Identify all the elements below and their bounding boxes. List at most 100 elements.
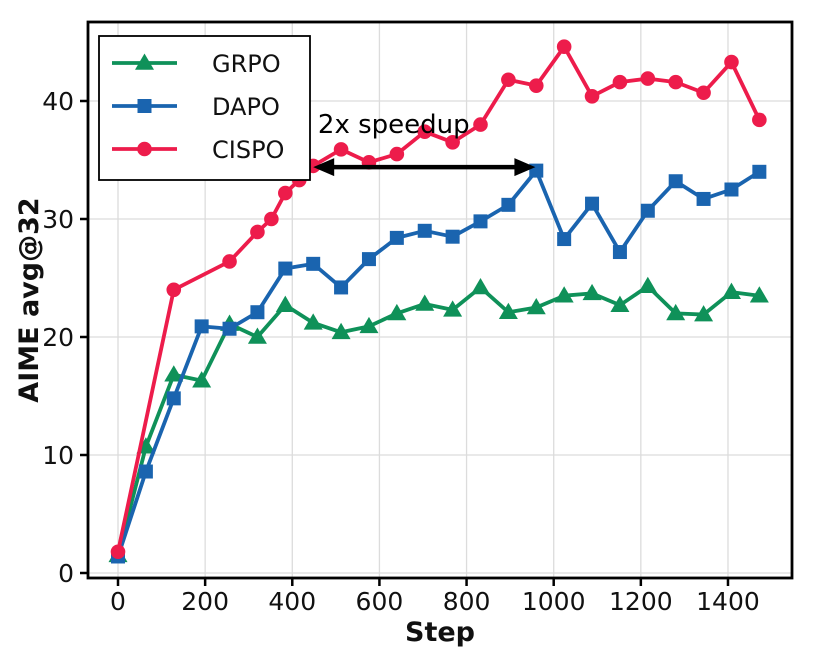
data-point-triangle bbox=[498, 302, 518, 320]
data-point-triangle bbox=[135, 53, 154, 70]
data-point-circle bbox=[528, 78, 544, 93]
data-point-triangle bbox=[749, 286, 769, 303]
data-point-triangle bbox=[331, 322, 351, 340]
data-point-triangle bbox=[275, 295, 295, 312]
data-point-circle bbox=[640, 71, 656, 86]
data-point-square bbox=[222, 321, 237, 336]
data-point-triangle bbox=[247, 327, 267, 344]
data-point-square bbox=[138, 464, 153, 479]
y-tick-label: 40 bbox=[42, 87, 74, 116]
y-tick-label: 30 bbox=[42, 205, 74, 234]
data-point-circle bbox=[584, 88, 600, 104]
y-tick-label: 20 bbox=[42, 323, 74, 352]
data-point-square bbox=[194, 319, 209, 334]
x-tick-label: 600 bbox=[356, 587, 404, 616]
y-tick-label: 10 bbox=[42, 441, 74, 470]
data-point-circle bbox=[696, 85, 711, 101]
axes: 0 200 400 600 800 1000 1200 1400 0 10 20 30 40 bbox=[42, 87, 760, 616]
data-point-triangle bbox=[359, 316, 379, 334]
data-point-square bbox=[612, 245, 627, 260]
x-tick-label: 1400 bbox=[696, 587, 760, 616]
data-point-circle bbox=[473, 117, 488, 132]
data-point-circle bbox=[222, 254, 237, 269]
data-point-triangle bbox=[526, 298, 546, 315]
data-point-square bbox=[334, 280, 349, 295]
data-point-triangle bbox=[582, 283, 602, 301]
legend-item-grpo: GRPO bbox=[112, 50, 281, 78]
data-point-triangle bbox=[415, 294, 435, 311]
data-point-circle bbox=[724, 54, 739, 70]
legend-label: GRPO bbox=[212, 50, 281, 78]
data-point-square bbox=[166, 391, 181, 406]
data-point-square bbox=[696, 191, 711, 206]
plot-border bbox=[86, 20, 794, 580]
legend-item-cispo: CISPO bbox=[112, 136, 284, 164]
data-point-square bbox=[250, 305, 265, 320]
data-point-triangle bbox=[303, 313, 323, 330]
data-point-circle bbox=[278, 185, 293, 201]
data-point-square bbox=[557, 232, 572, 247]
data-point-triangle bbox=[471, 277, 491, 295]
data-point-circle bbox=[250, 224, 265, 240]
data-point-circle bbox=[556, 39, 572, 55]
data-point-circle bbox=[445, 135, 460, 150]
x-tick-label: 1000 bbox=[522, 587, 586, 616]
legend-label: CISPO bbox=[212, 136, 284, 164]
data-point-square bbox=[306, 256, 321, 271]
data-point-circle bbox=[137, 141, 152, 157]
data-point-square bbox=[137, 99, 152, 113]
y-tick-label: 0 bbox=[58, 559, 74, 588]
data-point-triangle bbox=[638, 276, 658, 294]
legend-box bbox=[98, 35, 311, 181]
data-point-square bbox=[668, 174, 683, 189]
data-point-triangle bbox=[443, 300, 463, 317]
legend: GRPO DAPO CISPO bbox=[98, 35, 311, 181]
data-point-circle bbox=[264, 211, 279, 227]
data-point-circle bbox=[166, 282, 182, 298]
data-point-square bbox=[445, 229, 460, 244]
data-point-circle bbox=[612, 74, 628, 90]
series-cispo bbox=[110, 39, 767, 560]
data-point-triangle bbox=[721, 282, 741, 299]
data-point-square bbox=[417, 223, 432, 238]
data-point-square bbox=[473, 214, 488, 229]
data-point-circle bbox=[668, 74, 683, 90]
data-point-square bbox=[501, 197, 516, 212]
speedup-label: 2x speedup bbox=[318, 110, 470, 140]
data-point-square bbox=[361, 252, 376, 267]
data-point-square bbox=[389, 230, 404, 245]
data-point-triangle bbox=[694, 305, 714, 322]
data-point-triangle bbox=[666, 303, 686, 321]
x-tick-label: 800 bbox=[443, 587, 491, 616]
data-point-circle bbox=[501, 72, 516, 88]
data-point-circle bbox=[110, 544, 126, 560]
legend-label: DAPO bbox=[212, 93, 280, 121]
speedup-arrow-left-head bbox=[313, 158, 335, 177]
x-tick-label: 1200 bbox=[609, 587, 673, 616]
speedup-annotation: 2x speedup bbox=[313, 110, 536, 177]
data-point-circle bbox=[417, 124, 433, 139]
data-point-triangle bbox=[164, 365, 184, 382]
speedup-arrow-right-head bbox=[514, 158, 536, 177]
data-point-square bbox=[278, 261, 293, 276]
data-point-triangle bbox=[554, 286, 574, 303]
data-point-square bbox=[585, 196, 600, 211]
data-point-circle bbox=[752, 112, 767, 128]
data-point-triangle bbox=[610, 295, 630, 312]
data-point-circle bbox=[389, 146, 405, 162]
x-axis-label: Step bbox=[405, 617, 475, 648]
y-axis-label: AIME avg@32 bbox=[14, 197, 45, 402]
data-point-square bbox=[640, 203, 655, 218]
data-point-triangle bbox=[387, 303, 407, 321]
data-point-triangle bbox=[192, 371, 212, 388]
data-point-circle bbox=[333, 142, 349, 157]
data-point-square bbox=[752, 164, 767, 179]
data-point-square bbox=[724, 182, 739, 197]
x-tick-label: 0 bbox=[110, 587, 126, 616]
x-tick-label: 400 bbox=[268, 587, 316, 616]
legend-item-dapo: DAPO bbox=[112, 93, 280, 121]
series-dapo bbox=[111, 163, 767, 564]
x-tick-label: 200 bbox=[181, 587, 229, 616]
